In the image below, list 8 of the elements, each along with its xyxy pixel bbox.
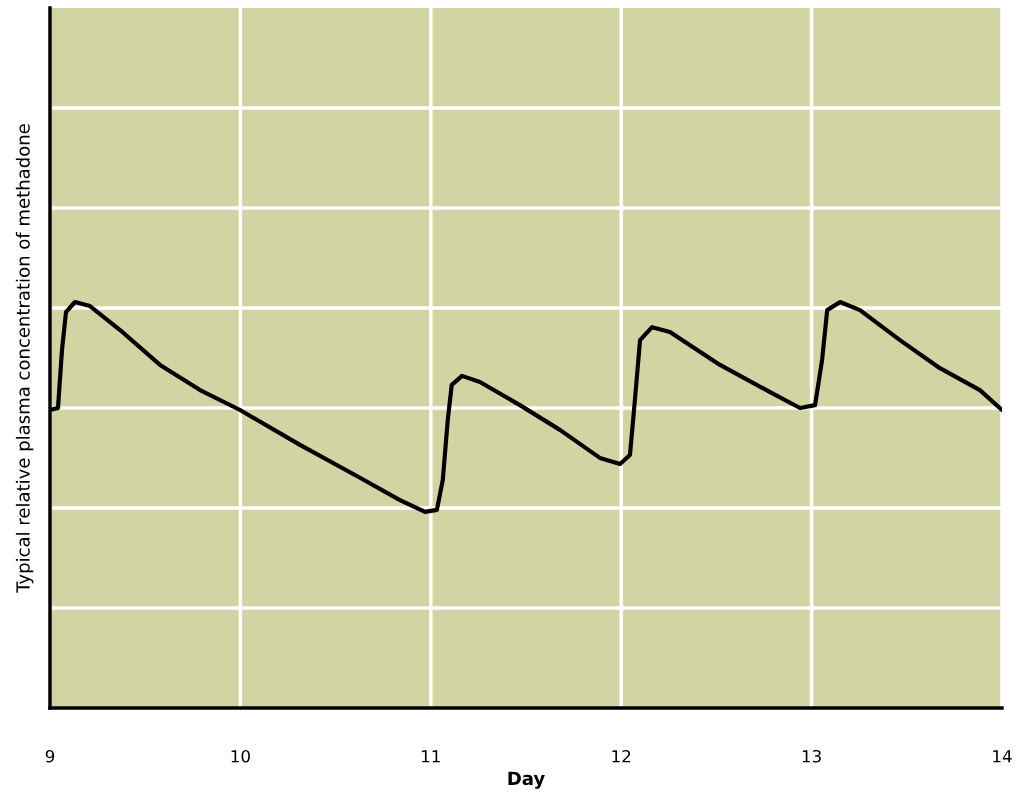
x-tick-label: 12 bbox=[612, 749, 631, 763]
x-tick-label: 13 bbox=[802, 749, 821, 763]
y-axis-title: Typical relative plasma concentration of methadone bbox=[15, 124, 34, 593]
x-tick-label: 9 bbox=[45, 749, 55, 763]
x-axis-title: Day bbox=[508, 771, 545, 789]
x-tick-label: 14 bbox=[993, 750, 1012, 763]
x-tick-label: 11 bbox=[422, 750, 440, 763]
x-tick-label: 10 bbox=[231, 749, 250, 763]
